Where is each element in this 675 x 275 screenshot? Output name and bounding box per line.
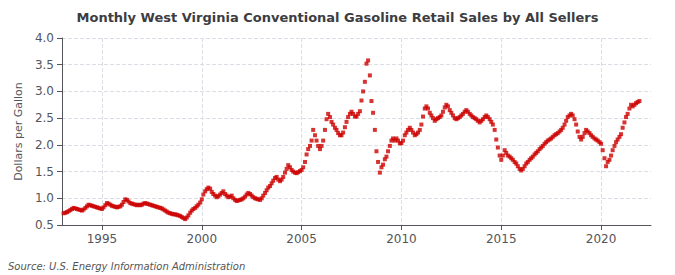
svg-text:1.0: 1.0 [35, 191, 54, 205]
svg-text:0.5: 0.5 [35, 218, 54, 232]
svg-text:2015: 2015 [486, 232, 517, 246]
svg-text:2020: 2020 [586, 232, 617, 246]
svg-text:1995: 1995 [87, 232, 118, 246]
svg-text:Source: U.S. Energy Informatio: Source: U.S. Energy Information Administ… [8, 261, 245, 272]
svg-text:2010: 2010 [386, 232, 417, 246]
svg-text:Monthly West Virginia Conventi: Monthly West Virginia Conventional Gasol… [77, 10, 599, 25]
svg-text:1.5: 1.5 [35, 165, 54, 179]
svg-text:2000: 2000 [186, 232, 217, 246]
svg-text:2.5: 2.5 [35, 111, 54, 125]
svg-text:3.0: 3.0 [35, 84, 54, 98]
svg-text:2005: 2005 [286, 232, 317, 246]
svg-text:Dollars per Gallon: Dollars per Gallon [12, 82, 25, 181]
svg-text:2.0: 2.0 [35, 138, 54, 152]
svg-text:3.5: 3.5 [35, 58, 54, 72]
svg-text:4.0: 4.0 [35, 31, 54, 45]
